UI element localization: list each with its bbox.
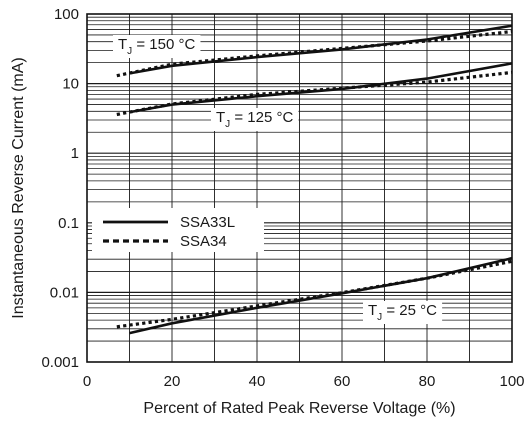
plot-frame xyxy=(86,13,513,363)
y-tick-label: 0.001 xyxy=(41,354,79,371)
temperature-label-background xyxy=(113,35,201,58)
y-tick-label: 1 xyxy=(71,145,79,162)
series-layer xyxy=(116,24,513,335)
x-tick-labels: 0 20 40 60 80 100 xyxy=(83,373,525,390)
x-tick-label: 60 xyxy=(334,373,351,390)
temperature-label-text: TJ = 25 °C xyxy=(368,302,437,323)
legend-background xyxy=(92,208,264,252)
y-tick-label: 0.01 xyxy=(50,284,79,301)
series-line-ssa33l-125c xyxy=(129,62,513,114)
temperature-label-background xyxy=(211,108,299,131)
y-axis-label: Instantaneous Reverse Current (mA) xyxy=(10,57,27,318)
x-tick-label: 40 xyxy=(249,373,266,390)
temperature-label-background xyxy=(363,301,443,324)
legend-label-ssa33l: SSA33L xyxy=(180,214,235,231)
temperature-label-text: TJ = 150 °C xyxy=(118,36,195,57)
x-axis-label: Percent of Rated Peak Reverse Voltage (%… xyxy=(143,400,455,417)
x-tick-label: 100 xyxy=(499,373,524,390)
series-line-ssa34-150c xyxy=(116,29,513,78)
x-tick-label: 0 xyxy=(83,373,91,390)
series-line-ssa33l-150c xyxy=(129,24,513,75)
series-line-ssa34-25c xyxy=(116,259,513,329)
x-tick-label: 80 xyxy=(419,373,436,390)
y-tick-label: 100 xyxy=(54,6,79,23)
legend-label-ssa34: SSA34 xyxy=(180,233,227,250)
series-line-ssa34-125c xyxy=(116,70,513,117)
temperature-label: TJ = 125 °C xyxy=(211,108,299,131)
x-tick-label: 20 xyxy=(164,373,181,390)
temperature-label: TJ = 150 °C xyxy=(113,35,201,58)
legend: SSA33L SSA34 xyxy=(92,208,264,252)
temperature-label: TJ = 25 °C xyxy=(363,301,443,324)
y-tick-label: 0.1 xyxy=(58,215,79,232)
y-tick-labels: 0.001 0.01 0.1 1 10 100 xyxy=(41,6,79,371)
grid xyxy=(87,14,512,362)
y-tick-label: 10 xyxy=(62,76,79,93)
temperature-label-text: TJ = 125 °C xyxy=(216,109,293,130)
annotations: TJ = 150 °C TJ = 125 °C TJ = 25 °C xyxy=(113,35,443,324)
